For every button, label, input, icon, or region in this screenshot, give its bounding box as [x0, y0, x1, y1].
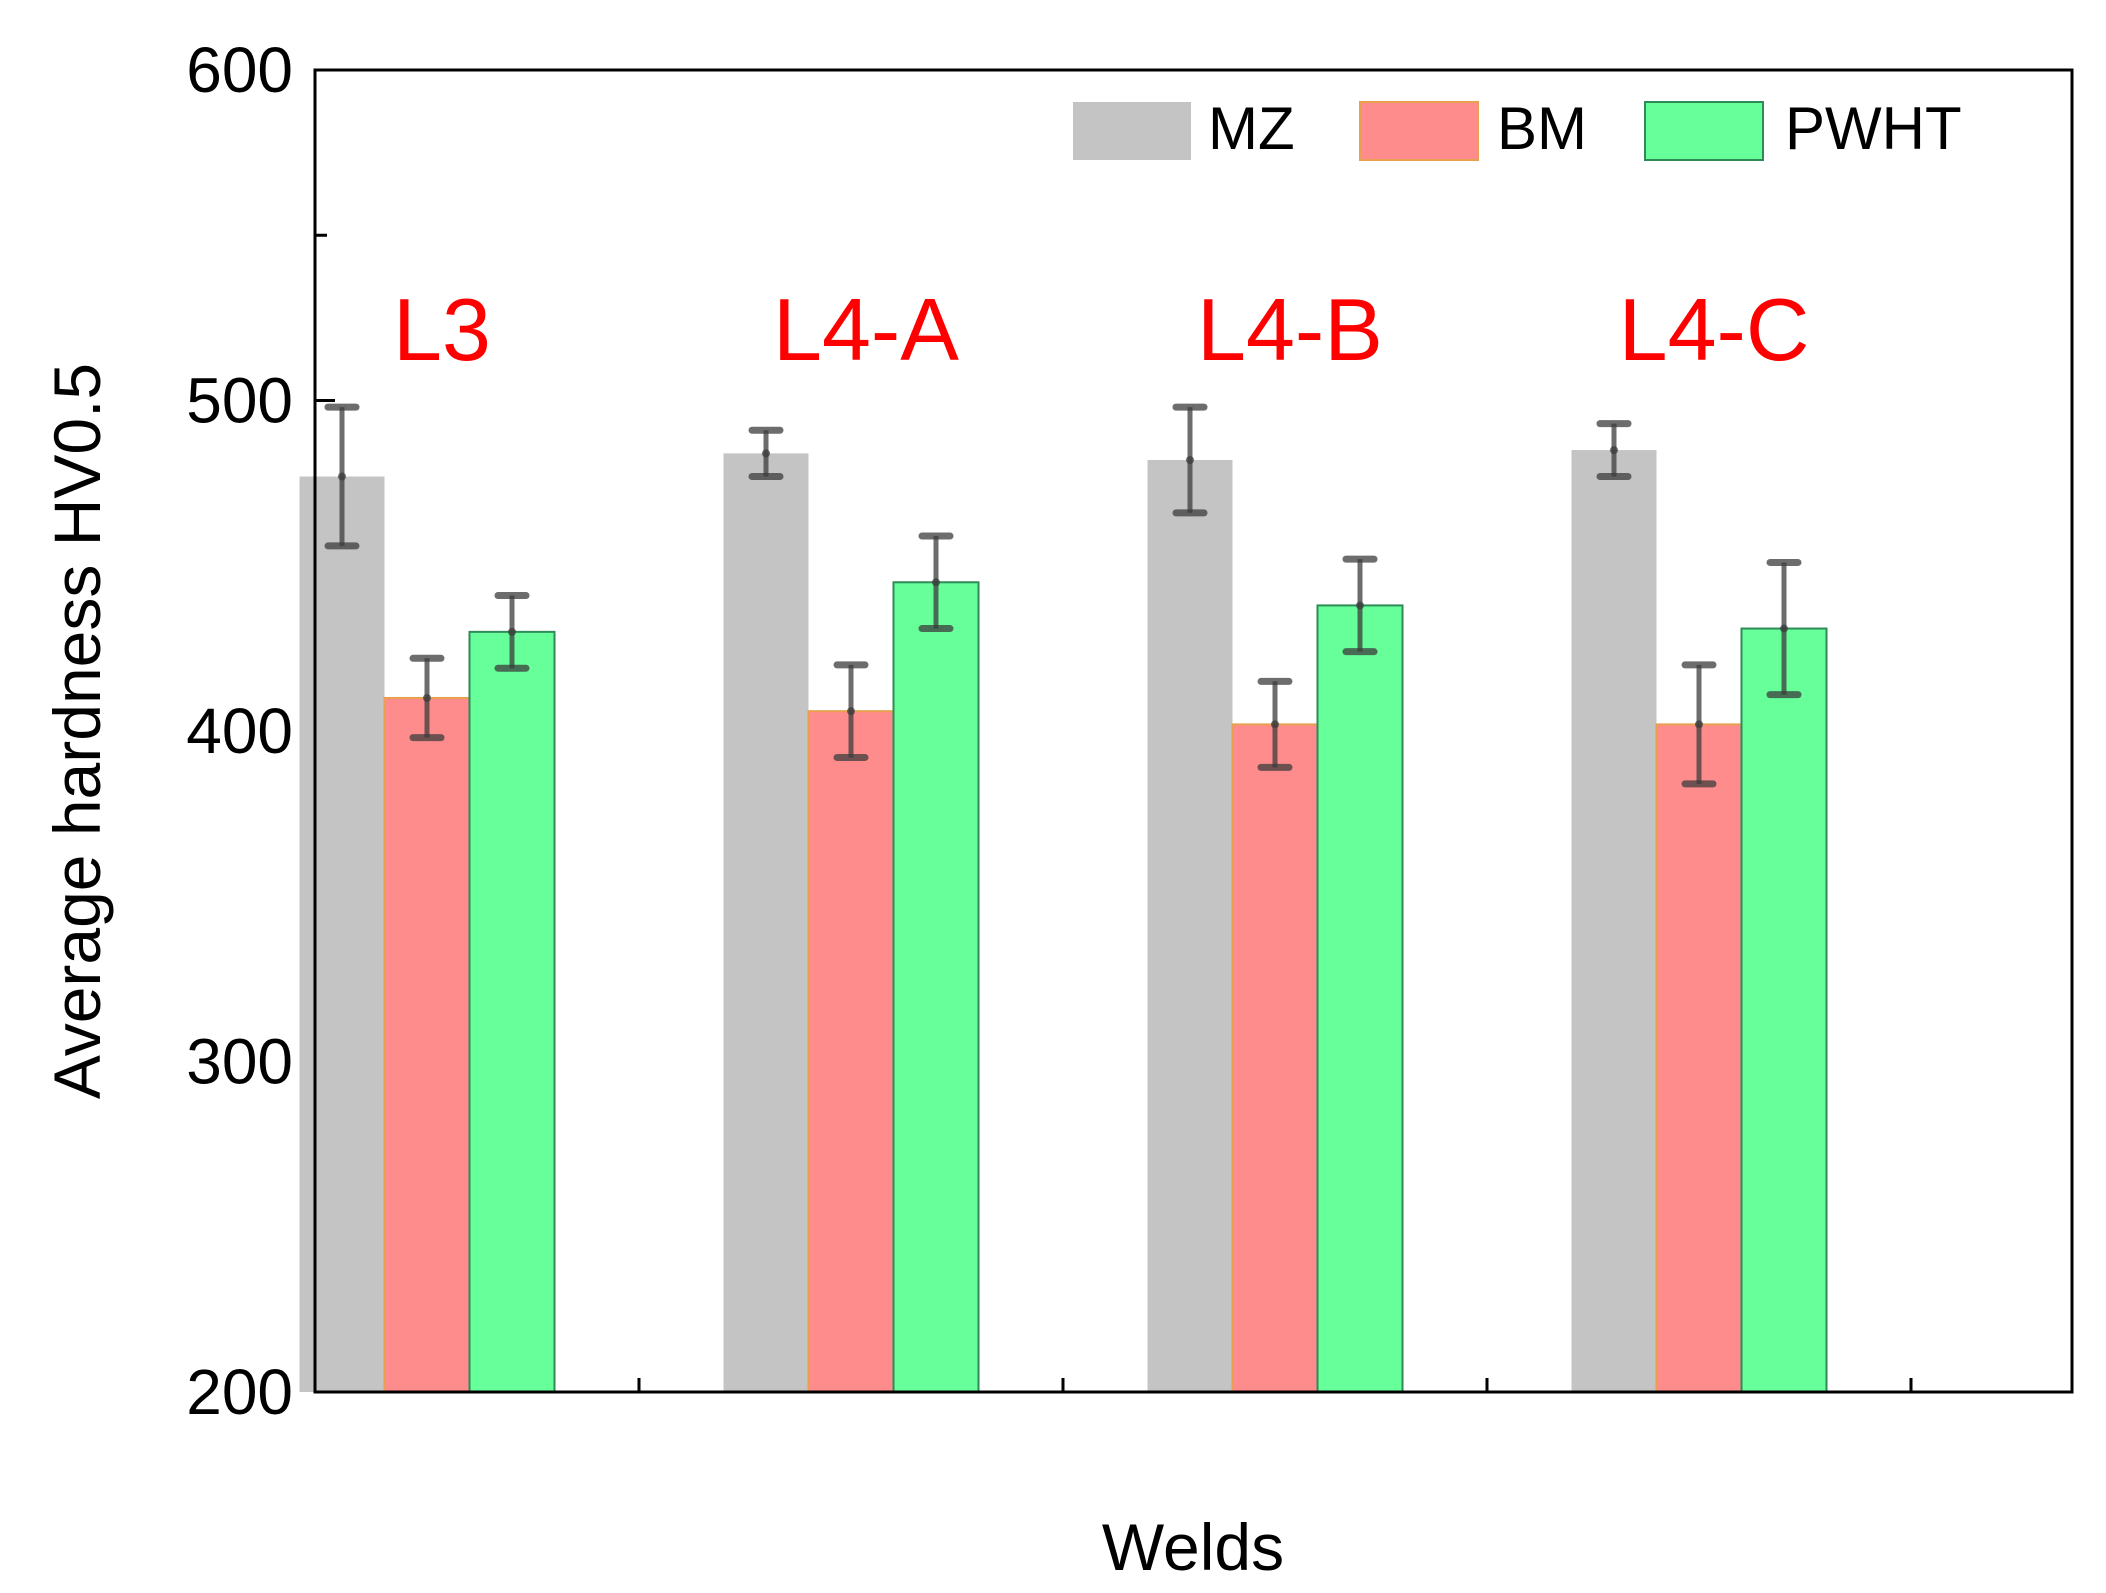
- category-label: L4-A: [773, 280, 959, 379]
- bar: [1316, 604, 1404, 1393]
- error-bars: [324, 403, 1802, 788]
- y-tick-label: 500: [186, 365, 293, 437]
- category-labels: L3 L4-A L4-B L4-C: [393, 280, 1809, 379]
- legend: MZ BM PWHT: [1073, 95, 1962, 162]
- category-label: L3: [393, 280, 491, 379]
- error-bar-mean: [1610, 446, 1618, 455]
- bar: [1571, 450, 1657, 1392]
- bar: [1740, 627, 1828, 1393]
- x-axis-title: Welds: [1102, 1510, 1284, 1584]
- bar: [1147, 459, 1233, 1392]
- error-bar-mean: [762, 449, 770, 458]
- error-bar-mean: [508, 627, 516, 636]
- error-bar-mean: [1186, 455, 1194, 464]
- bar: [299, 476, 385, 1392]
- y-tick-label: 200: [186, 1356, 293, 1428]
- legend-swatch: [1644, 101, 1764, 161]
- bar: [1655, 723, 1743, 1393]
- y-tick-label: 400: [186, 695, 293, 767]
- error-bar-mean: [932, 578, 940, 587]
- bar: [1231, 723, 1319, 1393]
- plot-frame: [313, 68, 2074, 1394]
- bar: [807, 710, 895, 1393]
- error-bar-mean: [847, 707, 855, 716]
- error-bar-mean: [1695, 720, 1703, 729]
- error-bar-mean: [338, 472, 346, 481]
- y-axis-title: Average hardness HV0.5: [40, 363, 114, 1099]
- error-bar-mean: [1271, 720, 1279, 729]
- legend-label: PWHT: [1785, 95, 1962, 162]
- error-bar-mean: [423, 693, 431, 702]
- y-tick-label: 300: [186, 1026, 293, 1098]
- bar: [723, 453, 809, 1392]
- y-tick-labels: 200 300 400 500 600: [186, 34, 293, 1428]
- category-label: L4-C: [1619, 280, 1810, 379]
- legend-swatch: [1073, 102, 1191, 160]
- bar: [468, 630, 556, 1393]
- legend-swatch: [1359, 101, 1479, 161]
- y-tick-label: 600: [186, 34, 293, 106]
- category-label: L4-B: [1197, 280, 1383, 379]
- error-bar-mean: [1780, 624, 1788, 633]
- legend-label: MZ: [1208, 95, 1295, 162]
- bars: [299, 450, 1828, 1393]
- error-bar-mean: [1356, 601, 1364, 610]
- bar: [383, 696, 471, 1393]
- legend-label: BM: [1497, 95, 1587, 162]
- bar: [892, 581, 980, 1393]
